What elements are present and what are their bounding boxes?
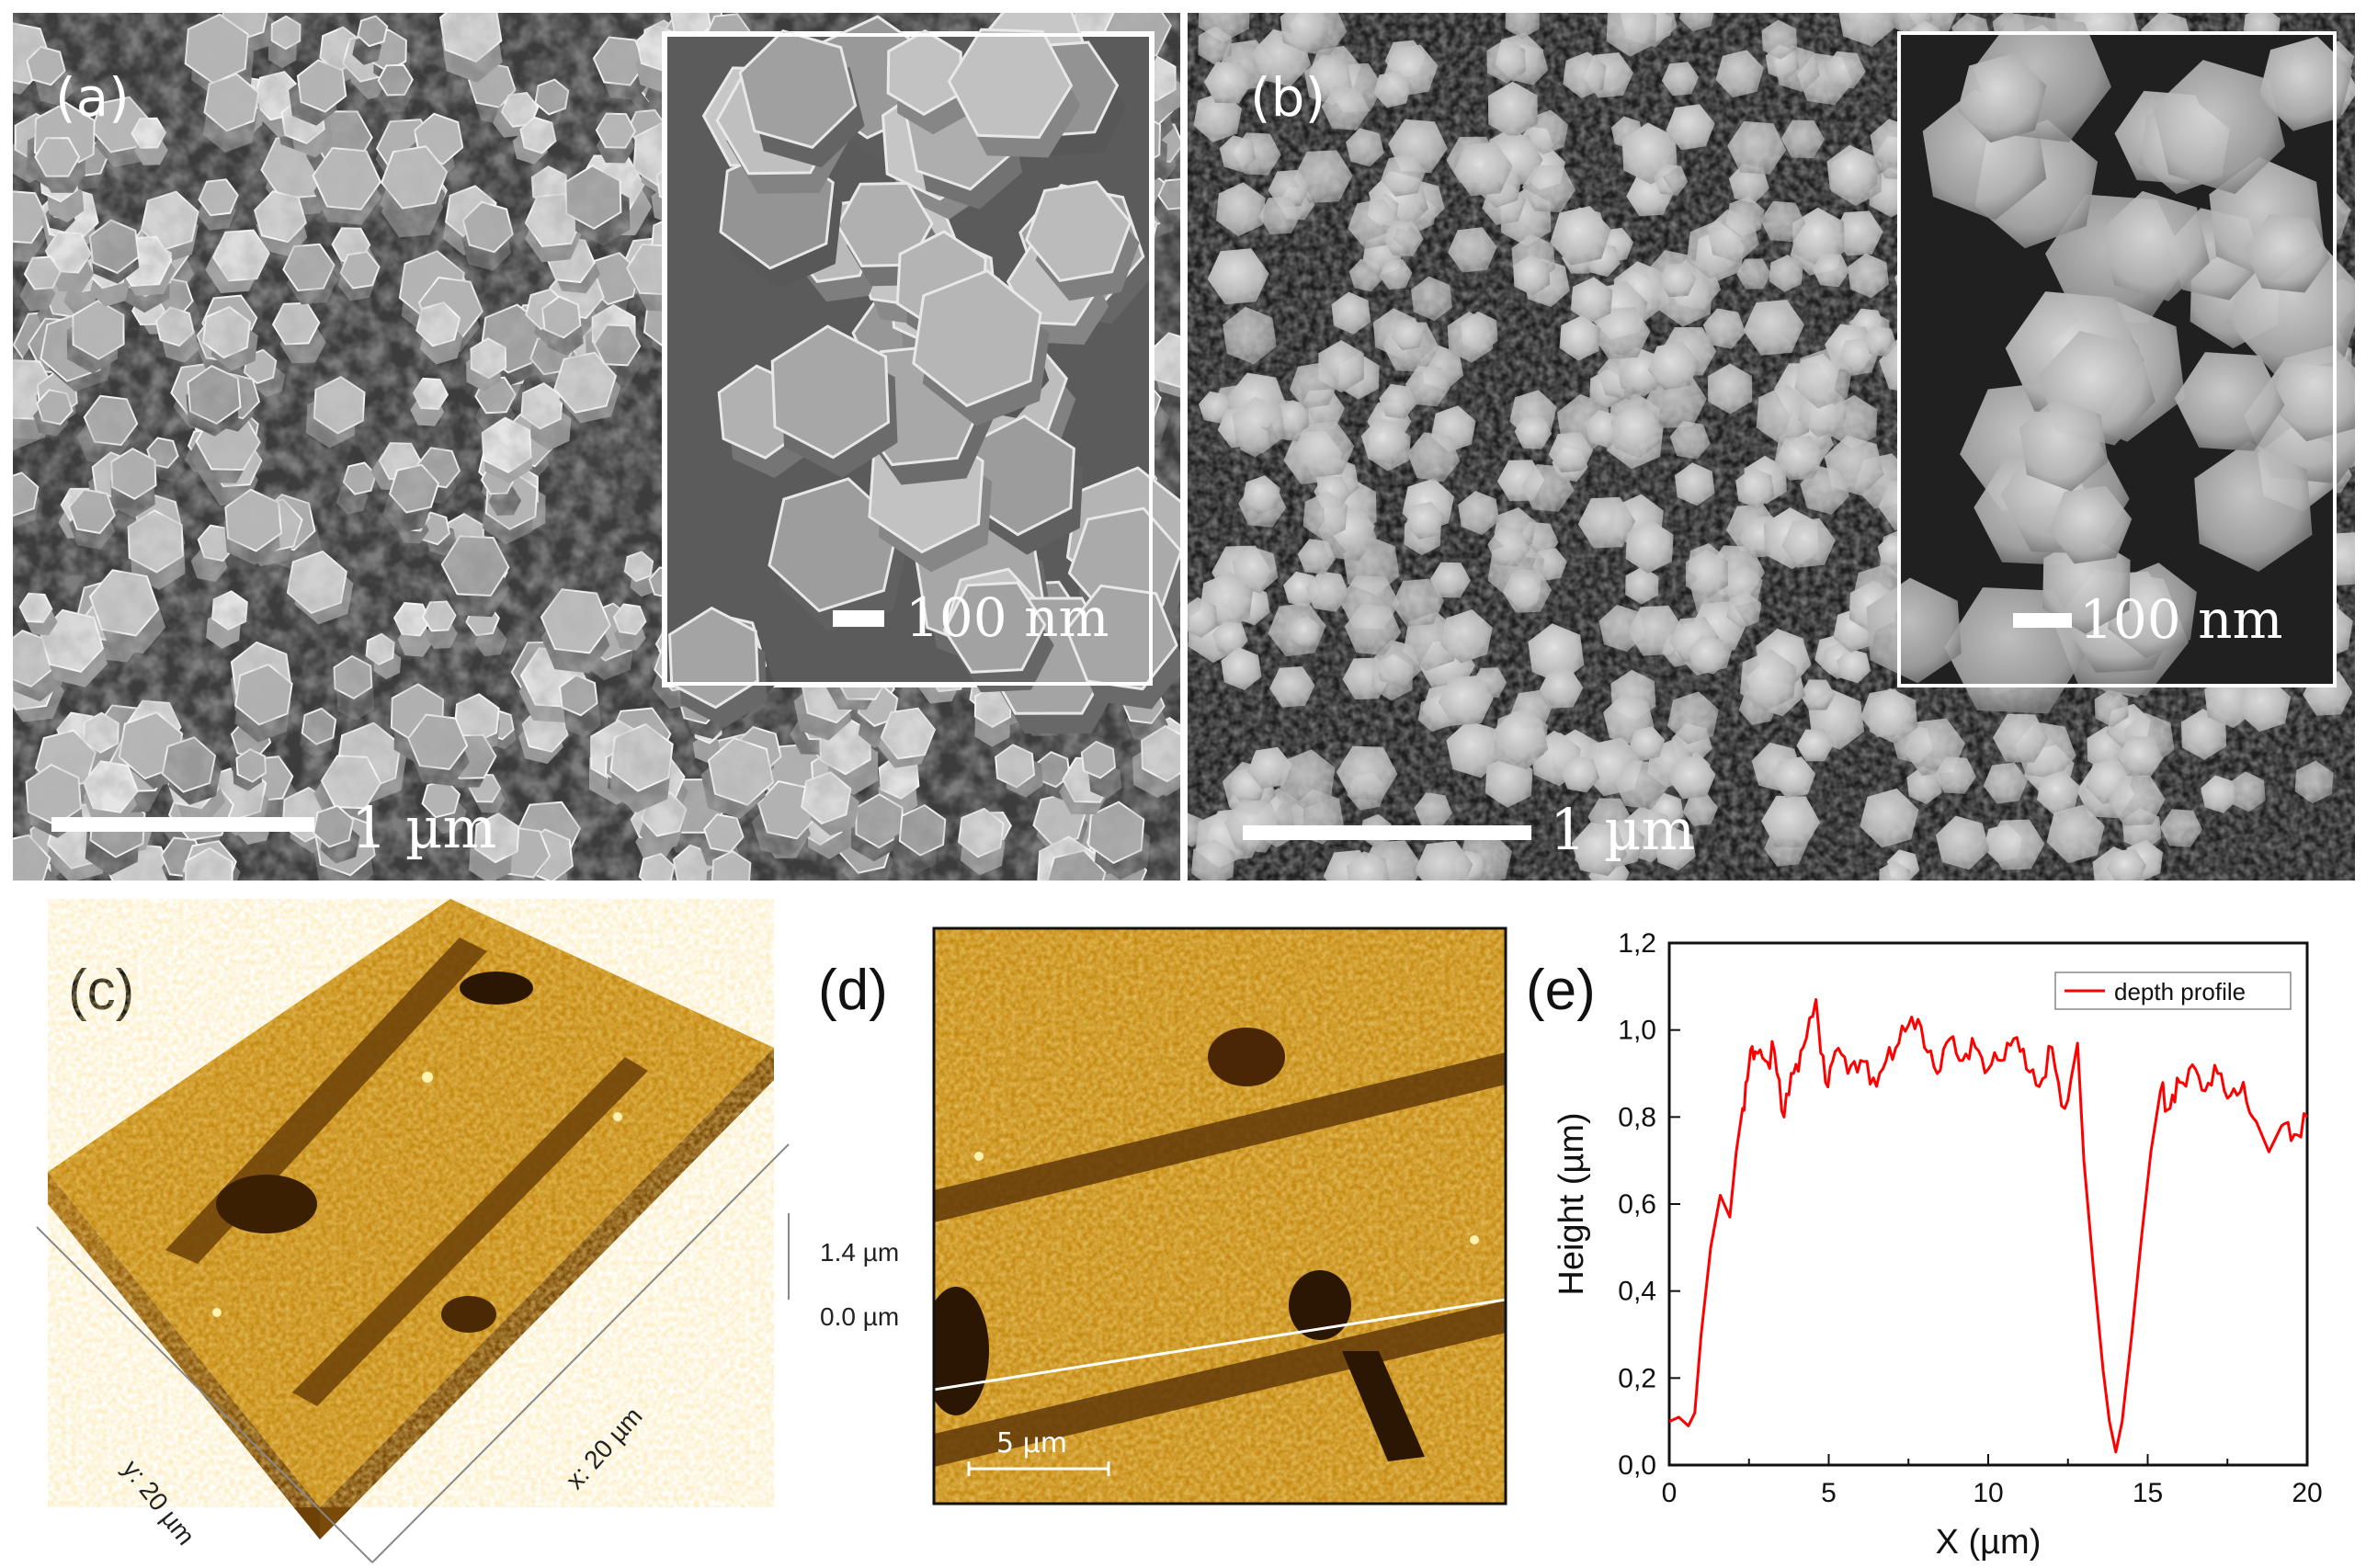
afm-3d-texture	[48, 899, 774, 1507]
panel-d-label: (d)	[818, 959, 888, 1022]
chart-plot-frame	[1667, 941, 2309, 1467]
depth-profile-chart: (e) 0 5 10 15 20 0,0 0,2 0,4 0,6 0,8 1,0 1,2 depth …	[1526, 928, 2323, 1562]
chart-x-axis-title: X (µm)	[1936, 1523, 2042, 1562]
afm-3d-x-axis-label: x: 20 µm	[560, 1402, 647, 1494]
inset-hexagon	[886, 28, 962, 117]
inset-nanoparticle	[1866, 577, 1962, 684]
afm-2d-groove-lower	[934, 1301, 1506, 1467]
inset-nanoparticle	[2194, 441, 2313, 573]
inset-hexagon	[1024, 180, 1132, 282]
inset-hexagon	[770, 324, 891, 460]
afm-3d-bump	[422, 1072, 433, 1083]
y-tick-label: 0,6	[1618, 1189, 1656, 1220]
x-tick-label: 15	[2133, 1478, 2163, 1508]
y-tick-label: 0,0	[1618, 1450, 1656, 1481]
inset-nanoparticle	[2258, 36, 2353, 131]
panel-divider	[1180, 13, 1188, 881]
inset-nanoparticle	[2153, 60, 2286, 195]
y-tick-label: 1,2	[1618, 928, 1656, 959]
y-tick-label: 0,4	[1618, 1277, 1656, 1307]
sem-a-scale-bar	[51, 817, 314, 832]
inset-hexagon	[768, 477, 900, 613]
sem-panel-a: 100 nm (a) 1 µm	[13, 13, 1180, 881]
afm-2d-groove-upper	[934, 1052, 1506, 1222]
sem-b-inset: 100 nm	[1866, 13, 2355, 714]
afm-3d-z-bottom-label: 0.0 µm	[820, 1302, 899, 1331]
chart-y-axis-title: Height (µm)	[1553, 1112, 1591, 1295]
inset-nanoparticle	[2174, 352, 2285, 451]
afm-2d-pit-tail	[1342, 1351, 1425, 1461]
afm-3d-panel-c: (c) 1.4 µm 0.0 µm y: 20 µm x: 20 µm	[36, 899, 899, 1563]
sem-b-inset-scale-label: 100 nm	[2079, 588, 2283, 651]
panel-b-label: (b)	[1250, 66, 1325, 129]
sem-panel-b: 100 nm (b) 1 µm	[1188, 13, 2355, 881]
afm-2d-panel-d: (d) 5 µm	[818, 926, 1507, 1506]
inset-nanoparticle	[2244, 214, 2330, 293]
inset-hexagon	[738, 29, 858, 149]
inset-hexagon	[942, 581, 1047, 674]
inset-nanoparticle	[1957, 53, 2047, 143]
afm-3d-pit-1	[216, 1175, 317, 1233]
inset-hexagon	[912, 268, 1042, 408]
sem-b-scale-label: 1 µm	[1550, 796, 1695, 863]
afm-3d-pit-3	[460, 971, 533, 1005]
afm-2d-scale-label: 5 µm	[996, 1427, 1067, 1460]
inset-nanoparticle	[2108, 562, 2197, 658]
depth-profile-line	[1668, 998, 2309, 1454]
sem-b-inset-scale-bar	[2013, 613, 2072, 628]
afm-2d-profile-line	[934, 1298, 1506, 1392]
sem-a-inset-border	[664, 33, 1153, 686]
inset-nanoparticle	[2019, 397, 2109, 492]
afm-2d-frame	[932, 926, 1507, 1506]
afm-2d-bump	[1470, 1235, 1479, 1244]
nanorod-side	[32, 878, 42, 881]
afm-3d-z-top-label: 1.4 µm	[820, 1238, 899, 1267]
chart-ticks: 0 5 10 15 20 0,0 0,2 0,4 0,6 0,8 1,0 1,2	[1618, 928, 2322, 1508]
sem-b-scale-bar	[1243, 825, 1531, 840]
sem-a-inset-scale-bar	[833, 610, 884, 627]
inset-hexagon	[836, 181, 934, 267]
inset-nanoparticle	[2048, 485, 2133, 564]
afm-3d-front-right-wall	[320, 1048, 774, 1540]
panel-c-label: (c)	[68, 959, 134, 1022]
legend-label: depth profile	[2114, 978, 2246, 1006]
sem-a-scale-label: 1 µm	[351, 794, 496, 861]
afm-2d-bump	[974, 1152, 984, 1161]
panel-e-label: (e)	[1526, 959, 1596, 1022]
sem-a-inset-scale-label: 100 nm	[905, 586, 1109, 649]
sem-a-inset: 100 nm	[662, 13, 1180, 734]
sem-b-inset-border	[1897, 31, 2337, 687]
y-tick-label: 0,8	[1618, 1102, 1656, 1132]
afm-3d-x-axis	[371, 1143, 790, 1563]
afm-3d-groove-2	[292, 1057, 648, 1406]
x-tick-label: 0	[1662, 1478, 1678, 1508]
panel-a-label: (a)	[55, 66, 130, 129]
afm-3d-y-axis-label: y: 20 µm	[117, 1455, 200, 1551]
inset-hexagons	[667, 13, 1180, 734]
y-tick-label: 1,0	[1618, 1016, 1656, 1046]
afm-3d-bump	[212, 1308, 222, 1317]
afm-3d-y-axis	[36, 1226, 373, 1563]
afm-2d-pit-top	[1208, 1028, 1285, 1086]
afm-3d-front-left-wall	[48, 1172, 320, 1540]
inset-nanoparticle	[2100, 190, 2211, 301]
x-tick-label: 5	[1821, 1478, 1837, 1508]
afm-2d-texture	[934, 928, 1506, 1504]
afm-3d-bump	[613, 1112, 622, 1121]
inset-hexagon	[947, 28, 1074, 140]
afm-2d-pit-mid	[1289, 1270, 1351, 1340]
y-tick-label: 0,2	[1618, 1363, 1656, 1393]
afm-3d-pit-2	[441, 1296, 496, 1333]
x-tick-label: 10	[1973, 1478, 2003, 1508]
inset-particles	[1866, 13, 2355, 714]
x-tick-label: 20	[2292, 1478, 2322, 1508]
chart-legend: depth profile	[2054, 971, 2292, 1010]
